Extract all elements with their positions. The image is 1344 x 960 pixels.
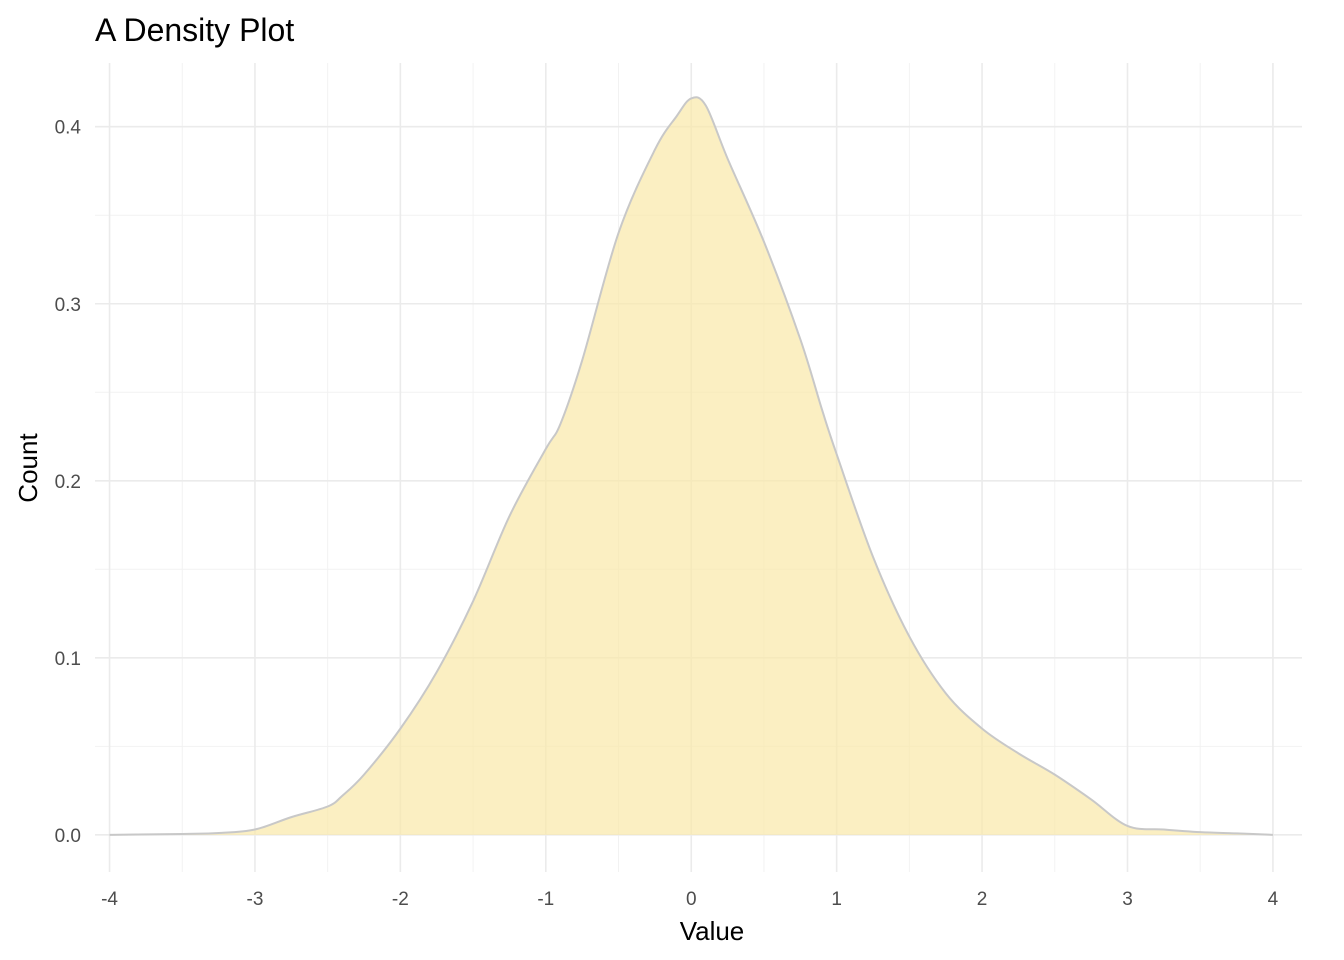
plot-panel	[95, 63, 1302, 872]
x-tick-label: 3	[1122, 889, 1133, 910]
density-area-layer	[109, 96, 1273, 836]
y-tick-label: 0.3	[55, 295, 81, 316]
density-curve-line	[109, 96, 1273, 836]
x-tick-label: -4	[101, 889, 118, 910]
x-tick-label: 2	[977, 889, 988, 910]
y-axis-ticks: 0.0 0.1 0.2 0.3 0.4	[55, 118, 82, 847]
x-tick-label: 4	[1268, 889, 1279, 910]
x-axis-title: Value	[680, 916, 745, 946]
y-tick-label: 0.2	[55, 472, 81, 493]
x-axis-ticks: -4 -3 -2 -1 0 1 2 3 4	[101, 889, 1279, 910]
y-tick-label: 0.4	[55, 118, 82, 139]
x-tick-label: -1	[537, 889, 554, 910]
density-area-fill	[109, 97, 1273, 835]
y-axis-title: Count	[13, 433, 43, 503]
y-tick-label: 0.0	[55, 826, 81, 847]
x-tick-label: 1	[831, 889, 842, 910]
x-tick-label: 0	[686, 889, 697, 910]
chart-title: A Density Plot	[95, 12, 294, 48]
y-tick-label: 0.1	[55, 649, 81, 670]
x-tick-label: -2	[392, 889, 409, 910]
x-tick-label: -3	[247, 889, 264, 910]
